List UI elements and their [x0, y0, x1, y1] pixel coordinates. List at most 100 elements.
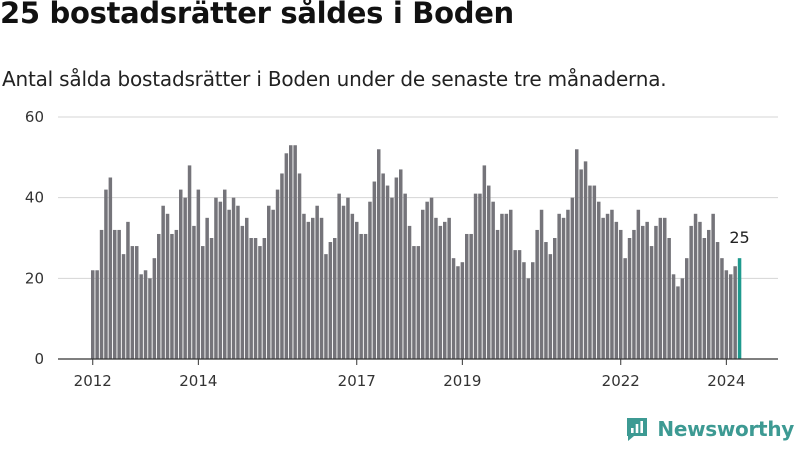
bar [311, 217, 315, 359]
bar [231, 197, 236, 359]
bar [372, 181, 377, 359]
brand-name: Newsworthy [657, 417, 794, 441]
bar [165, 213, 170, 359]
bar [605, 213, 610, 359]
bar [557, 213, 561, 359]
bar [438, 225, 443, 359]
bar [245, 217, 249, 359]
bar [482, 165, 487, 359]
y-tick-label: 0 [34, 350, 44, 368]
bar [487, 185, 491, 359]
bar [390, 197, 394, 359]
bar [513, 250, 517, 359]
bar [707, 229, 711, 359]
bar [636, 209, 641, 359]
bar [627, 238, 632, 359]
bar [99, 229, 104, 359]
bar [302, 213, 306, 359]
bar [183, 197, 187, 359]
bar [645, 221, 649, 359]
bar [293, 145, 297, 359]
bar [588, 185, 592, 359]
bar [258, 246, 262, 359]
bar [478, 193, 482, 359]
bar [91, 270, 95, 359]
bar [469, 233, 473, 359]
bar [271, 209, 275, 359]
bar [135, 246, 139, 359]
bar [451, 258, 456, 359]
bar [130, 246, 135, 359]
bar [421, 209, 425, 359]
bar [192, 225, 196, 359]
bar [724, 270, 729, 359]
bar [601, 217, 605, 359]
x-tick-label: 2017 [338, 372, 376, 390]
highlight-bar [737, 258, 742, 359]
bar [403, 193, 407, 359]
bar [218, 201, 223, 359]
bar [654, 225, 658, 359]
bar [143, 270, 148, 359]
bar [170, 233, 174, 359]
bar [544, 242, 548, 359]
y-tick-label: 40 [25, 189, 44, 207]
bar [227, 209, 231, 359]
x-tick-label: 2012 [74, 372, 112, 390]
bar [223, 189, 227, 359]
bar [179, 189, 183, 359]
bar [319, 217, 324, 359]
bar [676, 286, 680, 359]
bar [95, 270, 99, 359]
bar [117, 229, 121, 359]
bar [104, 189, 108, 359]
bar [429, 197, 434, 359]
bar [214, 197, 218, 359]
bar [377, 149, 381, 359]
bar [346, 197, 350, 359]
bar [201, 246, 205, 359]
bar [535, 229, 539, 359]
bar [315, 205, 319, 359]
bar [539, 209, 544, 359]
bar [649, 246, 654, 359]
bar [425, 201, 429, 359]
bar [368, 201, 372, 359]
bar [693, 213, 698, 359]
bar [702, 238, 707, 359]
bar [566, 209, 570, 359]
bar [663, 217, 667, 359]
bar [715, 242, 720, 359]
bar [328, 242, 333, 359]
bar [359, 233, 363, 359]
bar [399, 169, 403, 359]
x-tick-label: 2014 [179, 372, 217, 390]
bar [253, 238, 258, 359]
bar [623, 258, 627, 359]
bar [531, 262, 535, 359]
bar [473, 193, 478, 359]
bar [113, 229, 117, 359]
bar [187, 165, 192, 359]
bar [619, 229, 623, 359]
bar [196, 189, 201, 359]
bar [280, 173, 284, 359]
bar [522, 262, 526, 359]
bar [460, 262, 465, 359]
bar [306, 221, 311, 359]
bar [447, 217, 451, 359]
bar [456, 266, 460, 359]
bar [355, 221, 359, 359]
bar [337, 193, 341, 359]
bar [733, 266, 737, 359]
bar [711, 213, 715, 359]
bar [658, 217, 663, 359]
bar [108, 177, 113, 359]
bar [126, 221, 130, 359]
bar [236, 205, 240, 359]
bar [685, 258, 689, 359]
bar [434, 217, 438, 359]
y-tick-label: 20 [25, 269, 44, 287]
bar [157, 233, 161, 359]
